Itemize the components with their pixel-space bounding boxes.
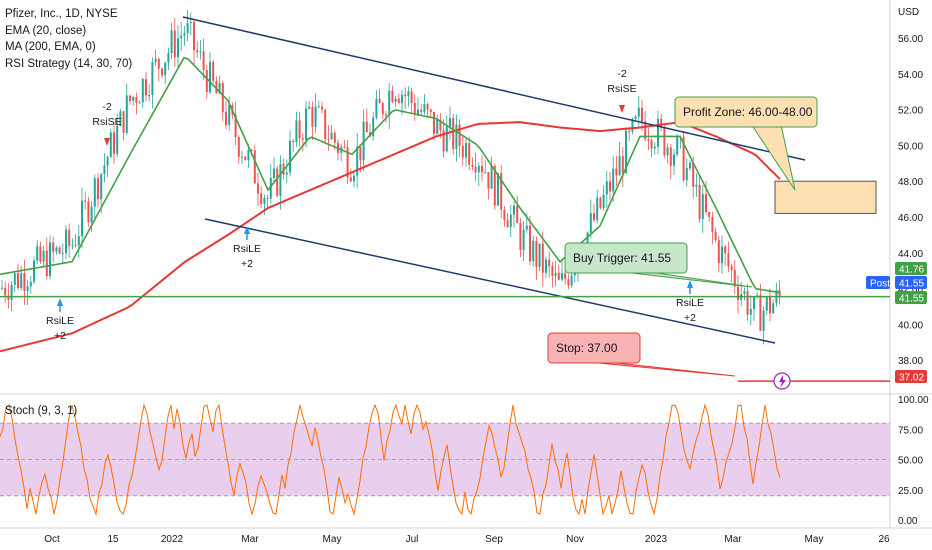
buy-arrow-icon bbox=[244, 226, 250, 234]
badge-stop-text: 37.02 bbox=[899, 373, 924, 384]
time-tick-label: Nov bbox=[566, 534, 584, 545]
price-tick-label: 56.00 bbox=[898, 34, 923, 45]
strategy-signal: -2 RsiSE bbox=[607, 68, 637, 113]
profit-zone-callout-label: Profit Zone: 46.00-48.00 bbox=[683, 105, 813, 119]
time-tick-label: Oct bbox=[44, 534, 60, 545]
stoch-tick-label: 50.00 bbox=[898, 456, 923, 467]
signal-label: RsiLE bbox=[676, 297, 704, 309]
time-tick-label: 2022 bbox=[161, 534, 184, 545]
time-tick-label: May bbox=[323, 534, 342, 545]
badge-post-text: 41.55 bbox=[899, 279, 924, 290]
stoch-tick-label: 0.00 bbox=[898, 516, 918, 527]
stoch-line bbox=[0, 403, 781, 516]
price-tick-label: 38.00 bbox=[898, 356, 923, 367]
chart-legend: Pfizer, Inc., 1D, NYSE EMA (20, close) M… bbox=[5, 6, 132, 72]
ema20-line bbox=[0, 56, 781, 294]
sell-arrow-icon bbox=[104, 138, 110, 146]
profit-zone-callout: Profit Zone: 46.00-48.00 bbox=[674, 96, 818, 191]
axis-currency: USD bbox=[898, 7, 919, 18]
signal-label: RsiSE bbox=[92, 116, 121, 128]
price-tick-label: 40.00 bbox=[898, 320, 923, 331]
badge-post-bg bbox=[895, 276, 927, 289]
stoch-tick-label: 25.00 bbox=[898, 486, 923, 497]
buy-arrow-icon bbox=[687, 280, 693, 288]
profit-zone-callout-box bbox=[674, 96, 818, 128]
signal-qty: +2 bbox=[54, 330, 66, 342]
signal-qty: -2 bbox=[617, 68, 626, 80]
alert-icon bbox=[773, 372, 791, 390]
buy-trigger-callout-box bbox=[564, 242, 688, 274]
badge-last-bg bbox=[895, 291, 927, 304]
profit-zone-box bbox=[774, 180, 877, 214]
stoch-tick-label: 100.00 bbox=[898, 395, 929, 406]
price-tick-label: 52.00 bbox=[898, 106, 923, 117]
time-tick-label: Sep bbox=[485, 534, 503, 545]
badge-post-label: Post bbox=[866, 276, 890, 290]
sell-arrow-icon bbox=[619, 105, 625, 113]
signal-label: RsiLE bbox=[233, 243, 261, 255]
badge-last: 41.55 bbox=[895, 291, 927, 305]
time-tick-label: Mar bbox=[724, 534, 742, 545]
badge-ema: 41.76 bbox=[895, 262, 927, 276]
stoch-tick-label: 75.00 bbox=[898, 425, 923, 436]
time-tick-label: 2023 bbox=[645, 534, 668, 545]
channel-upper bbox=[182, 16, 806, 161]
legend-title: Pfizer, Inc., 1D, NYSE bbox=[5, 8, 118, 20]
legend-ma: MA (200, EMA, 0) bbox=[5, 41, 96, 53]
time-tick-label: Mar bbox=[241, 534, 259, 545]
signal-qty: -2 bbox=[102, 101, 111, 113]
buy-trigger-callout-label: Buy Trigger: 41.55 bbox=[573, 251, 671, 265]
time-tick-label: Jul bbox=[406, 534, 419, 545]
signal-label: RsiSE bbox=[607, 83, 636, 95]
badge-post: 41.55 bbox=[895, 276, 927, 290]
signal-label: RsiLE bbox=[46, 315, 74, 327]
badge-post-label-text: Post bbox=[870, 279, 890, 290]
badge-ema-bg bbox=[895, 262, 927, 275]
strategy-signal: RsiLE +2 bbox=[676, 280, 704, 324]
strategy-signal: RsiLE +2 bbox=[46, 298, 74, 342]
legend-ema: EMA (20, close) bbox=[5, 24, 87, 37]
time-tick-label: 26 bbox=[878, 534, 890, 545]
badge-ema-text: 41.76 bbox=[899, 265, 924, 276]
price-pane bbox=[0, 0, 890, 392]
price-tick-label: 42.00 bbox=[898, 285, 923, 296]
ma200-line bbox=[0, 121, 781, 353]
price-tick-label: 54.00 bbox=[898, 70, 923, 81]
buy-arrow-icon bbox=[57, 298, 63, 306]
badge-post-label-bg bbox=[866, 276, 890, 289]
stop-callout-box bbox=[547, 332, 641, 364]
candle bbox=[138, 102, 141, 104]
stoch-legend: Stoch (9, 3, 1) bbox=[5, 405, 78, 417]
legend-rsi: RSI Strategy (14, 30, 70) bbox=[5, 57, 133, 70]
buy-trigger-callout: Buy Trigger: 41.55 bbox=[564, 242, 753, 288]
badge-stop-bg bbox=[895, 370, 927, 383]
signal-qty: +2 bbox=[684, 312, 696, 324]
channel-lower bbox=[204, 218, 776, 344]
signal-qty: +2 bbox=[241, 258, 253, 270]
badge-stop: 37.02 bbox=[895, 370, 927, 384]
price-tick-label: 46.00 bbox=[898, 213, 923, 224]
time-tick-label: May bbox=[805, 534, 824, 545]
badge-last-text: 41.55 bbox=[899, 294, 924, 305]
price-tick-label: 44.00 bbox=[898, 249, 923, 260]
price-tick-label: 50.00 bbox=[898, 141, 923, 152]
time-tick-label: 15 bbox=[107, 534, 119, 545]
stop-callout-label: Stop: 37.00 bbox=[556, 341, 618, 355]
price-tick-label: 48.00 bbox=[898, 177, 923, 188]
stop-callout: Stop: 37.00 bbox=[547, 332, 736, 377]
lightning-icon bbox=[779, 375, 786, 388]
strategy-signal: RsiLE +2 bbox=[233, 226, 261, 270]
strategy-signal: -2 RsiSE bbox=[92, 101, 122, 146]
